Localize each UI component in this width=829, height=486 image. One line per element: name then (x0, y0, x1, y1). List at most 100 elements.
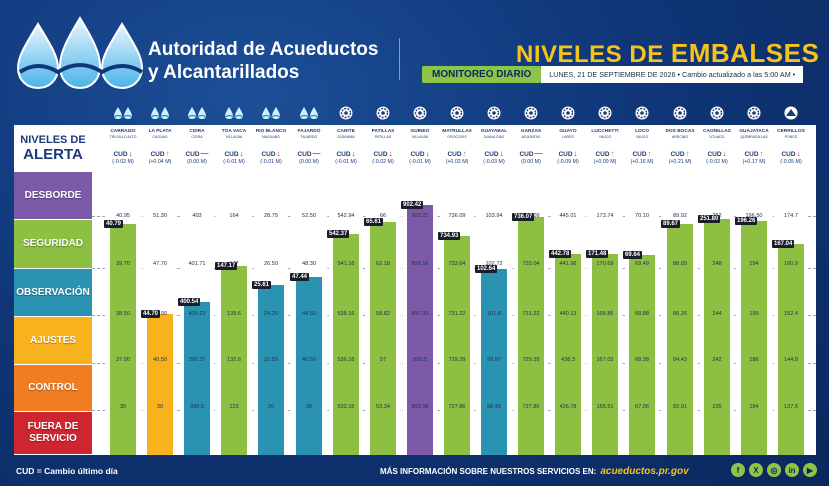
arrow-down-icon: ↓ (388, 149, 393, 158)
linkedin-icon[interactable]: in (785, 463, 799, 477)
reservoir-header: FAJARDO FAJARDO CUD — (0.00 M) (292, 125, 326, 172)
threshold-value: 30 (119, 404, 127, 410)
gear-icon (447, 104, 467, 122)
cud-indicator: CUD ↓ (329, 150, 363, 158)
cud-label: CUD (558, 150, 573, 158)
cud-indicator: CUD ↓ (477, 150, 511, 158)
reservoir-town: UTUADO (709, 134, 725, 139)
cud-label: CUD (336, 150, 351, 158)
reservoir-level-bar (629, 255, 655, 455)
cud-label: CUD (261, 150, 276, 158)
reservoir-name-text: DOS BOCAS (665, 129, 695, 134)
youtube-icon[interactable]: ▶ (803, 463, 817, 477)
cud-label: CUD (484, 150, 499, 158)
current-level-tag: 44.70 (141, 310, 161, 318)
threshold-value: 897.33 (411, 311, 429, 317)
threshold-value: 242 (712, 357, 722, 363)
cud-label: CUD (113, 150, 128, 158)
wave-icon (113, 104, 133, 122)
reservoir-name-text: PATILLAS (371, 129, 395, 134)
threshold-value: 441.96 (559, 261, 577, 267)
reservoir-name-text: CARRAIZO (110, 129, 136, 134)
reservoir-header: PATILLAS PATILLAS CUD ↓ (-0.02 M) (366, 125, 400, 172)
reservoir-column-dos-bocas: DOS BOCAS ARECIBO CUD ↑ (+0.21 M) 89.92 88.09 8… (661, 125, 697, 455)
website-link[interactable]: acueductos.pr.gov (600, 466, 689, 477)
reservoir-name: LOCO YAUCO (625, 129, 659, 140)
instagram-icon[interactable]: ◎ (767, 463, 781, 477)
reservoir-column-río-blanco: RÍO BLANCO NAGUABO CUD ↓ (-0.01 M) 28.75 26.50… (252, 125, 288, 455)
threshold-value: 52.50 (302, 213, 316, 219)
reservoir-name: GUAJATACA QUEBRADILLAS (737, 129, 771, 140)
reservoir-header: MATRULLAS OROCOVIS CUD ↑ (+0.02 M) (440, 125, 474, 172)
threshold-value: 22.50 (264, 357, 278, 363)
threshold-value: 184 (749, 404, 759, 410)
cud-label: CUD (224, 150, 239, 158)
threshold-value: 98.45 (487, 404, 501, 410)
threshold-value: 67.06 (635, 404, 649, 410)
reservoir-name: TOA VACA VILLALBA (217, 129, 251, 140)
facebook-icon[interactable]: f (731, 463, 745, 477)
threshold-value: 68.88 (635, 311, 649, 317)
reservoir-name-text: FAJARDO (297, 129, 321, 134)
reservoir-town: CAGUAS (152, 134, 168, 139)
current-level-tag: 442.78 (549, 250, 572, 258)
cud-change: (-0.01 M) (409, 159, 431, 165)
arrow-up-icon: ↑ (759, 149, 764, 158)
cud-label: CUD (150, 150, 165, 158)
cud-label: CUD (744, 150, 759, 158)
gear-icon (373, 104, 393, 122)
current-level-tag: 736.07 (512, 213, 535, 221)
threshold-value: 736.09 (448, 213, 466, 219)
threshold-value: 438.3 (561, 357, 575, 363)
more-info: MÁS INFORMACIÓN SOBRE NUESTROS SERVICIOS… (380, 466, 689, 477)
reservoir-level-bar (518, 217, 544, 455)
reservoir-column-patillas: PATILLAS PATILLAS CUD ↓ (-0.02 M) 66 62.18 58.8… (364, 125, 400, 455)
threshold-value: 164 (229, 213, 239, 219)
cud-label: CUD (595, 150, 610, 158)
arrow-down-icon: ↓ (573, 149, 578, 158)
x-icon[interactable]: X (749, 463, 763, 477)
cud-change: (0.00 M) (187, 159, 207, 165)
gear-icon (410, 104, 430, 122)
reservoir-name: CARRAIZO TRUJILLO ALTO (106, 129, 140, 140)
cud-indicator: CUD ↓ (551, 150, 585, 158)
reservoir-name: PATILLAS PATILLAS (366, 129, 400, 140)
threshold-value: 69.49 (635, 261, 649, 267)
cud-indicator: CUD ↓ (700, 150, 734, 158)
reservoir-level-bar (667, 224, 693, 455)
levels-header-line1: NIVELES DE (20, 134, 86, 146)
reservoir-body: 40.95 39.70 38.50 37.00 30 40.79 (104, 172, 140, 455)
cud-indicator: CUD ↓ (774, 150, 808, 158)
reservoir-column-guineo: GUINEO VILLALBA CUD ↓ (-0.01 M) 902.21 899.16 8… (401, 125, 437, 455)
current-level-tag: 734.93 (438, 232, 461, 240)
threshold-value: 137.5 (784, 404, 798, 410)
cud-indicator: CUD ↑ (143, 150, 177, 158)
threshold-value: 893.98 (411, 404, 429, 410)
reservoir-name: GARZAS ADJUNTAS (514, 129, 548, 140)
reservoir-column-guayabal: GUAYABAL JUANA DÍAZ CUD ↓ (-0.03 M) 103.94 102… (475, 125, 511, 455)
cud-change: (-0.03 M) (483, 159, 505, 165)
reservoir-header: GARZAS ADJUNTAS CUD — (0.00 M) (514, 125, 548, 172)
reservoir-town: LARES (562, 134, 574, 139)
threshold-value: 38.50 (116, 311, 130, 317)
cud-label: CUD (707, 150, 722, 158)
current-level-tag: 167.04 (772, 240, 795, 248)
threshold-value: 168.86 (596, 311, 614, 317)
threshold-value: 532.16 (337, 404, 355, 410)
reservoir-body: 196.50 194 190 186 184 196.26 (735, 172, 771, 455)
threshold-value: 28.75 (264, 213, 278, 219)
reservoir-level-bar (296, 277, 322, 455)
threshold-value: 186 (749, 357, 759, 363)
reservoir-town: TRUJILLO ALTO (109, 134, 137, 139)
levels-header: NIVELES DE ALERTA (14, 125, 92, 172)
threshold-value: 899.16 (411, 261, 429, 267)
cud-change: (-0.01 M) (260, 159, 282, 165)
current-level-tag: 147.17 (215, 262, 238, 270)
arrow-up-icon: ↑ (685, 149, 690, 158)
reservoir-column-lucchetti: LUCCHETTI YAUCO CUD ↑ (+0.09 M) 173.74 170.69 1… (586, 125, 622, 455)
reservoir-body: 542.94 541.16 538.16 536.16 532.16 542.37 (327, 172, 363, 455)
